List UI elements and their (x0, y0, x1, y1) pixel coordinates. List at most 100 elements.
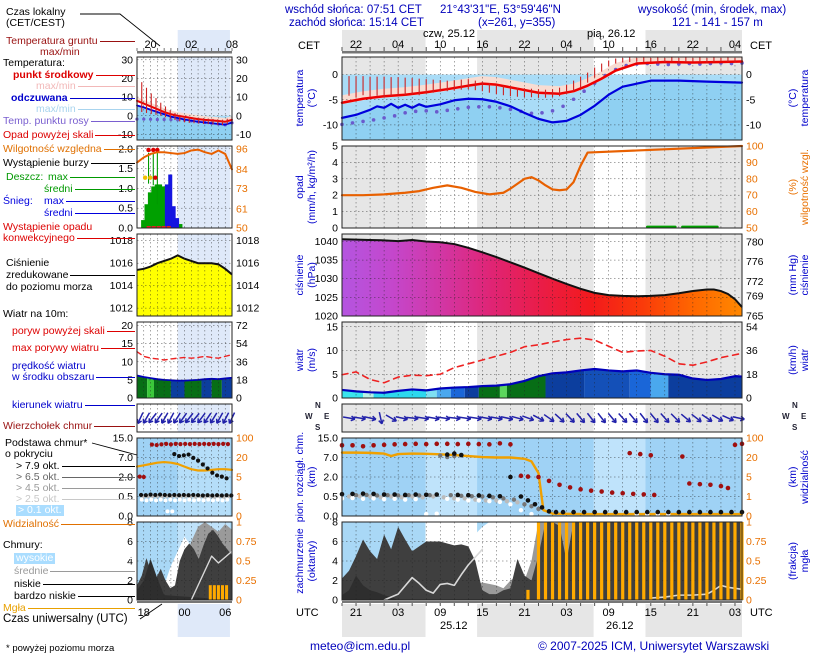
svg-text:-10: -10 (236, 129, 251, 141)
svg-text:1014: 1014 (236, 280, 260, 292)
svg-text:100: 100 (746, 141, 764, 153)
svg-text:20: 20 (236, 452, 248, 464)
legend-convective-2: konwekcyjnego (3, 232, 75, 244)
svg-text:90: 90 (746, 157, 758, 169)
compass-north-right: N (792, 401, 798, 410)
svg-text:0.0: 0.0 (323, 511, 338, 523)
svg-text:08: 08 (226, 39, 238, 51)
svg-text:0.5: 0.5 (236, 556, 251, 568)
location-coordinates: 21°43'31"E, 53°59'46"N (440, 4, 561, 16)
svg-text:5: 5 (332, 369, 338, 381)
svg-text:54: 54 (746, 321, 758, 333)
svg-text:0: 0 (332, 223, 338, 235)
svg-text:50: 50 (746, 223, 758, 235)
svg-text:8: 8 (127, 517, 133, 529)
legend-rel-humidity: Wilgotność względna (3, 143, 102, 155)
svg-text:0.25: 0.25 (236, 575, 257, 587)
legend-wind10m: Wiatr na 10m: (3, 308, 69, 320)
svg-text:21: 21 (350, 607, 362, 619)
svg-text:04: 04 (729, 39, 741, 51)
svg-text:100: 100 (746, 433, 764, 445)
legend-cloud-base-1: Podstawa chmur* (5, 437, 88, 449)
svg-text:0: 0 (236, 511, 242, 523)
svg-text:18: 18 (746, 369, 758, 381)
svg-text:30: 30 (236, 54, 248, 66)
legend-okt-79: > 7.9 okt. (16, 460, 60, 472)
legend-convective-1: Wystąpienie opadu (3, 221, 93, 233)
svg-text:03: 03 (392, 607, 404, 619)
svg-text:60: 60 (746, 206, 758, 218)
svg-text:30: 30 (121, 54, 133, 66)
svg-text:22: 22 (350, 39, 362, 51)
svg-text:-10: -10 (118, 129, 133, 141)
svg-text:84: 84 (236, 164, 248, 176)
svg-text:20: 20 (121, 320, 133, 332)
svg-text:61: 61 (236, 204, 248, 216)
svg-text:1.0: 1.0 (118, 183, 133, 195)
legend-clouds-high: wysokie (14, 552, 56, 564)
svg-text:7.0: 7.0 (118, 452, 133, 464)
svg-text:03: 03 (729, 607, 741, 619)
svg-text:4: 4 (127, 556, 133, 568)
svg-text:10: 10 (434, 39, 446, 51)
svg-text:0: 0 (236, 110, 242, 122)
svg-text:15: 15 (326, 321, 338, 333)
svg-text:0: 0 (332, 69, 338, 81)
cet-label-left: CET (298, 40, 320, 52)
legend-snow-max: max (44, 195, 64, 207)
copyright-notice: © 2007-2025 ICM, Uniwersytet Warszawski (538, 639, 770, 653)
compass-west-left: W (305, 412, 313, 421)
legend-pressure-3: do poziomu morza (6, 281, 93, 293)
legend-local-time-zone: (CET/CEST) (6, 17, 65, 29)
altitude-label: wysokość (min, środek, max) (638, 4, 787, 16)
legend-snow: Śnieg: (3, 195, 33, 207)
svg-text:0: 0 (746, 595, 752, 607)
legend-max-gusts: max porywy wiatru (12, 342, 99, 354)
svg-text:54: 54 (236, 338, 248, 350)
legend-dew-point: Temp. punktu rosy (3, 115, 89, 127)
svg-text:15: 15 (476, 607, 488, 619)
compass-east-right: E (801, 412, 807, 421)
legend-wind-speed-1: prędkość wiatru (12, 360, 86, 372)
legend-okt-65: > 6.5 okt. (16, 471, 60, 483)
svg-text:10: 10 (603, 39, 615, 51)
svg-text:5: 5 (332, 141, 338, 153)
svg-text:0.0: 0.0 (118, 511, 133, 523)
svg-text:15.0: 15.0 (318, 433, 339, 445)
svg-text:36: 36 (236, 356, 248, 368)
svg-text:0.75: 0.75 (746, 536, 767, 548)
svg-text:73: 73 (236, 183, 248, 195)
legend-felt-maxmin: max/min (36, 103, 76, 115)
svg-text:5: 5 (236, 472, 242, 484)
svg-text:0.5: 0.5 (118, 491, 133, 503)
svg-text:10: 10 (121, 356, 133, 368)
legend-rain-max: max (48, 171, 68, 183)
svg-text:-5: -5 (329, 94, 338, 106)
legend-temp-mid: punkt środkowy (13, 69, 94, 81)
svg-text:20: 20 (236, 73, 248, 85)
svg-text:5: 5 (127, 374, 133, 386)
legend-visibility: Widzialność (3, 518, 60, 530)
svg-text:02: 02 (185, 39, 197, 51)
sunrise-time: wschód słońca: 07:51 CET (285, 4, 422, 16)
svg-text:776: 776 (746, 256, 764, 268)
svg-text:0: 0 (127, 110, 133, 122)
svg-text:1020: 1020 (315, 311, 339, 323)
svg-text:09: 09 (603, 607, 615, 619)
day-label-1: czw, 25.12 (423, 28, 475, 40)
contact-email-link[interactable]: meteo@icm.edu.pl (310, 639, 411, 653)
svg-text:0.5: 0.5 (118, 203, 133, 215)
compass-south-left: S (315, 423, 321, 432)
legend-thunderstorm: Wystąpienie burzy (3, 157, 89, 169)
svg-text:2: 2 (332, 190, 338, 202)
svg-text:1: 1 (746, 491, 752, 503)
svg-text:16: 16 (476, 39, 488, 51)
svg-text:1018: 1018 (236, 235, 260, 247)
svg-text:1012: 1012 (236, 303, 260, 315)
cet-label-right: CET (750, 40, 772, 52)
svg-text:10: 10 (326, 345, 338, 357)
svg-text:4: 4 (332, 556, 338, 568)
svg-text:3: 3 (332, 173, 338, 185)
svg-text:7.0: 7.0 (323, 452, 338, 464)
